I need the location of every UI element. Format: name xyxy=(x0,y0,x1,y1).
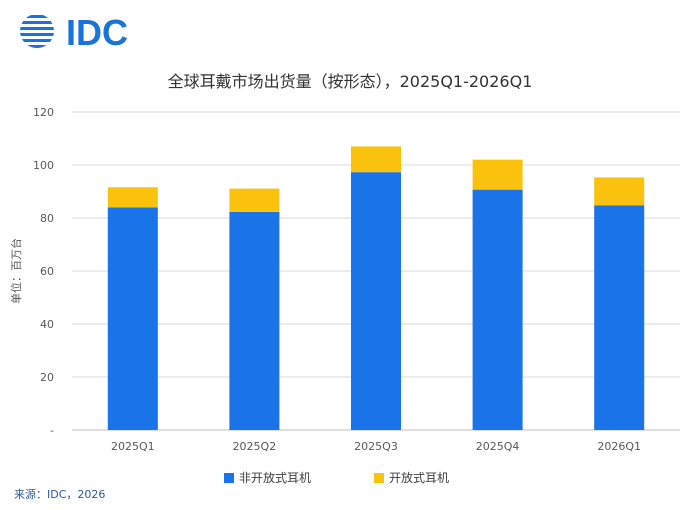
y-tick-label: 120 xyxy=(33,106,54,119)
y-tick-label: 100 xyxy=(33,159,54,172)
x-tick-label: 2025Q3 xyxy=(354,440,398,453)
bar-open xyxy=(107,187,158,208)
y-tick-label: - xyxy=(50,424,54,437)
legend-swatch xyxy=(374,473,384,483)
bar-non-open xyxy=(472,189,523,430)
bar-non-open xyxy=(594,205,645,430)
y-tick-label: 80 xyxy=(40,212,54,225)
x-tick-label: 2025Q2 xyxy=(233,440,277,453)
x-tick-label: 2025Q4 xyxy=(476,440,520,453)
bar-open xyxy=(229,188,280,212)
y-tick-label: 40 xyxy=(40,318,54,331)
bar-non-open xyxy=(107,207,158,430)
bar-open xyxy=(594,177,645,206)
logo-text: IDC xyxy=(66,12,128,53)
bar-open xyxy=(472,159,523,190)
y-axis-label: 单位：百万台 xyxy=(9,238,23,304)
globe-icon xyxy=(20,15,54,48)
bar-open xyxy=(351,146,401,173)
x-tick-label: 2026Q1 xyxy=(597,440,641,453)
idc-logo: IDC xyxy=(16,10,146,54)
legend-label: 非开放式耳机 xyxy=(239,470,311,485)
source-note: 来源：IDC，2026 xyxy=(14,488,106,501)
legend-swatch xyxy=(224,473,234,483)
bar-non-open xyxy=(351,172,401,430)
bar-non-open xyxy=(229,211,280,430)
legend-label: 开放式耳机 xyxy=(389,470,449,485)
y-tick-label: 20 xyxy=(40,371,54,384)
chart-title: 全球耳戴市场出货量（按形态），2025Q1-2026Q1 xyxy=(167,72,533,91)
x-tick-label: 2025Q1 xyxy=(111,440,155,453)
y-tick-label: 60 xyxy=(40,265,54,278)
